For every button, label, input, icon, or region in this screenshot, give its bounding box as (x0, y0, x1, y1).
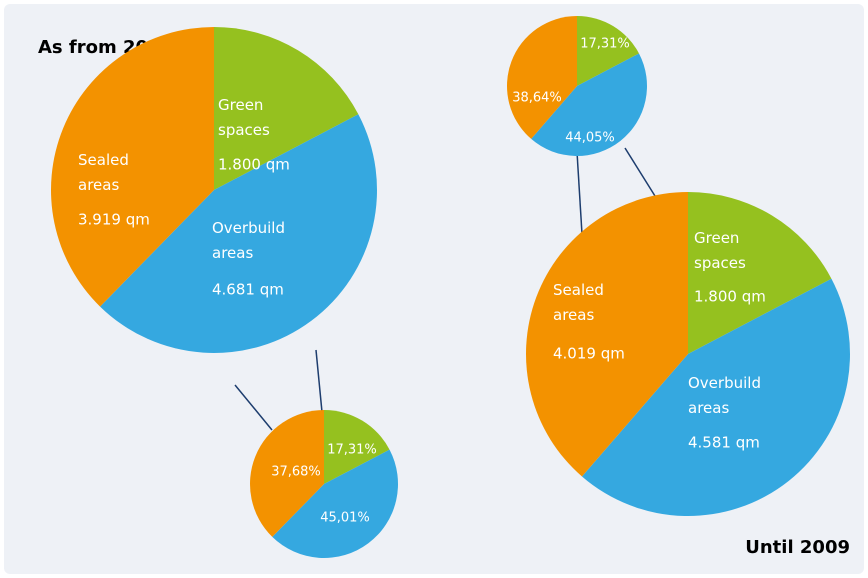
connector (315, 349, 323, 413)
value-label: 1.800 qm (218, 156, 290, 174)
pie-slice (250, 410, 324, 537)
value-label: 4.019 qm (553, 345, 625, 363)
value-label: 45,01% (320, 511, 370, 526)
value-label: 37,68% (271, 465, 321, 480)
connector (624, 147, 656, 197)
pie-slice (51, 27, 214, 307)
value-label: 17,31% (580, 37, 630, 52)
pie-slice (526, 192, 688, 477)
value-label: 4.681 qm (212, 281, 284, 299)
pie-slice (531, 53, 648, 157)
slice-label: Sealed areas (553, 281, 604, 324)
value-label: 17,31% (327, 443, 377, 458)
slice-label: Overbuild areas (212, 219, 285, 262)
slice-label: Overbuild areas (688, 374, 761, 417)
value-label: 3.919 qm (78, 211, 150, 229)
slice-label: Green spaces (218, 96, 270, 139)
chart-title: Until 2009 (745, 537, 850, 558)
connectors (234, 147, 656, 431)
pie-slice (577, 16, 639, 86)
pie-slice (100, 114, 377, 354)
pie-slice (272, 449, 398, 558)
value-label: 44,05% (565, 131, 615, 146)
slice-label: Sealed areas (78, 151, 129, 194)
pie-slice (324, 410, 390, 484)
slice-label: Green spaces (694, 229, 746, 272)
connector (234, 384, 273, 431)
pie-slice (688, 192, 832, 354)
value-label: 4.581 qm (688, 434, 760, 452)
pie-slice (581, 278, 851, 516)
value-label: 1.800 qm (694, 288, 766, 306)
value-label: 38,64% (512, 91, 562, 106)
connector (576, 151, 583, 235)
pie-slice (214, 27, 359, 190)
pie-slice (506, 16, 577, 139)
